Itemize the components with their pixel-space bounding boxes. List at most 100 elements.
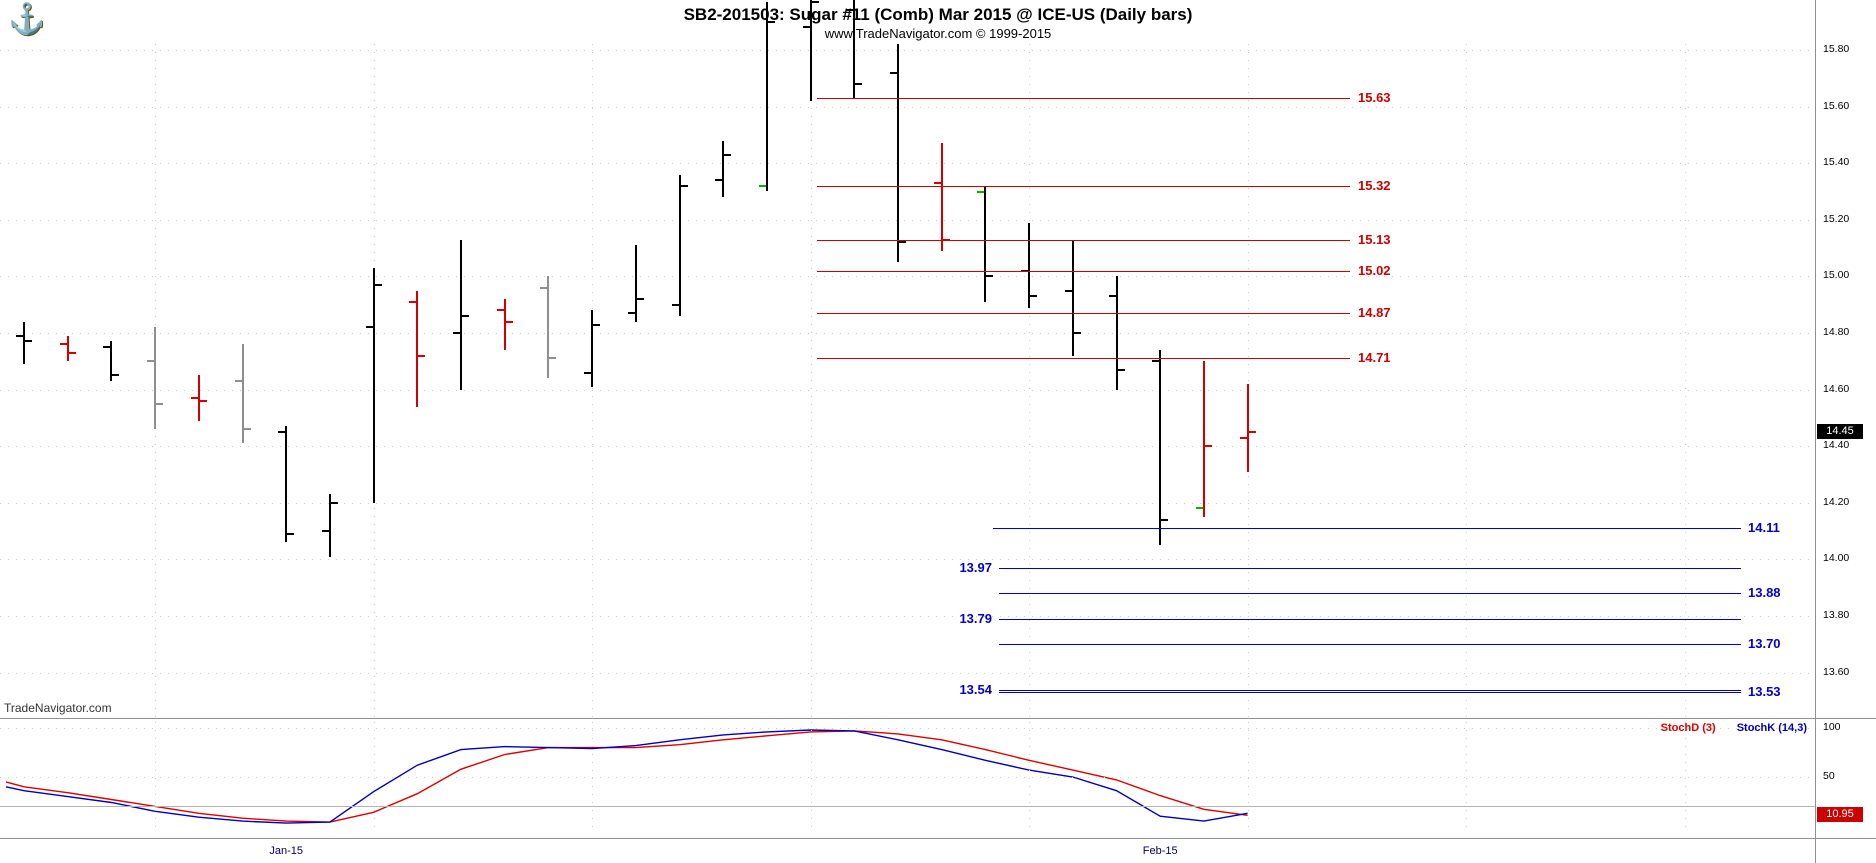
price-tick-label: 15.00 [1823, 269, 1850, 282]
ohlc-bar [110, 341, 113, 382]
support-line [999, 689, 1741, 691]
gridline-h [0, 446, 1815, 448]
resistance-label: 14.71 [1358, 350, 1391, 366]
bar-open-tick [59, 343, 67, 346]
bar-open-tick [190, 397, 198, 400]
gridline-h [0, 106, 1815, 108]
gridline-v [810, 44, 812, 718]
bar-open-tick [365, 326, 373, 329]
bar-open-tick [846, 9, 854, 12]
stochastic-chart [5, 729, 1248, 824]
stoch-oversold-line [0, 806, 1815, 808]
ohlc-bar [984, 185, 987, 302]
bar-close-tick [462, 315, 469, 318]
ohlc-bar [547, 276, 550, 379]
resistance-line [817, 239, 1350, 241]
ohlc-bar [460, 239, 462, 390]
gridline-v [1247, 722, 1249, 834]
resistance-label: 15.63 [1358, 90, 1391, 106]
bar-open-tick [584, 371, 592, 374]
bar-open-tick [540, 286, 548, 289]
resistance-label: 15.02 [1358, 262, 1391, 278]
support-line [999, 567, 1741, 569]
ohlc-bar [1071, 239, 1074, 356]
gridline-v [1684, 722, 1686, 834]
bar-open-tick [321, 530, 329, 533]
bar-open-tick [715, 179, 723, 182]
gridline-h [0, 616, 1815, 617]
gridline-h [0, 276, 1815, 278]
ohlc-bar [765, 1, 768, 192]
support-label: 13.79 [959, 610, 992, 626]
support-label: 13.53 [1748, 684, 1781, 700]
ohlc-bar [285, 426, 288, 543]
axis-separator [1815, 0, 1816, 863]
price-tick-label: 13.60 [1823, 665, 1850, 678]
ohlc-bar [66, 335, 69, 362]
chart-subtitle: www.TradeNavigator.com © 1999-2015 [824, 26, 1052, 41]
ohlc-bar [23, 321, 25, 365]
gridline-v [155, 722, 157, 834]
bar-open-tick [496, 309, 504, 312]
gridline-v [1029, 44, 1031, 718]
support-line [999, 618, 1741, 620]
ohlc-bar [853, 0, 856, 99]
bar-close-tick [724, 153, 732, 156]
support-line [993, 528, 1741, 530]
bar-close-tick [680, 184, 688, 187]
resistance-line [817, 98, 1350, 100]
ohlc-bar [940, 143, 943, 251]
bar-close-tick [549, 357, 557, 360]
ohlc-bar [1202, 361, 1205, 517]
bar-open-tick [890, 71, 897, 74]
bar-close-tick [68, 351, 76, 354]
ohlc-bar [1246, 383, 1249, 472]
stochastic-panel[interactable]: StochD (3) StochK (14,3) [0, 718, 1815, 838]
panel-separator [0, 718, 1876, 719]
bar-open-tick [234, 380, 242, 383]
price-tick-label: 14.60 [1823, 382, 1850, 395]
ohlc-bar [1159, 349, 1162, 546]
gridline-v [373, 722, 375, 834]
bar-open-tick [1064, 289, 1072, 292]
bar-close-tick [1161, 518, 1169, 521]
bar-close-tick [418, 354, 426, 357]
bar-open-tick [802, 26, 810, 29]
price-tick-label: 14.20 [1823, 495, 1850, 508]
bar-close-tick [1030, 295, 1038, 298]
gridline-h [0, 333, 1815, 334]
ohlc-bar [416, 290, 419, 407]
bar-close-tick [330, 501, 338, 504]
stochastic-legend: StochD (3) StochK (14,3) [1661, 722, 1807, 734]
bar-open-tick [409, 300, 417, 303]
support-label: 13.97 [959, 559, 992, 575]
gridline-h [0, 163, 1815, 165]
bar-close-tick [287, 532, 295, 535]
ohlc-bar [634, 245, 637, 322]
stoch-gridline [0, 777, 1815, 778]
ohlc-bar [1028, 222, 1031, 308]
resistance-line [817, 270, 1350, 272]
resistance-line [817, 185, 1350, 187]
bar-close-tick [25, 340, 32, 343]
bar-open-tick [453, 332, 460, 334]
stochk-legend-label: StochK (14,3) [1736, 722, 1807, 734]
bar-open-tick [1239, 436, 1247, 439]
ohlc-bar [591, 310, 594, 387]
chart-title: SB2-201503: Sugar #11 (Comb) Mar 2015 @ … [683, 5, 1193, 24]
price-tick-label: 14.40 [1823, 439, 1850, 452]
bar-open-tick [147, 360, 155, 363]
bar-open-tick [671, 303, 679, 306]
gridline-h [0, 50, 1815, 51]
ohlc-bar [372, 267, 375, 503]
price-plot[interactable]: 15.63 15.32 15.13 15.02 14.87 14.71 14.11 13.97… [0, 0, 1815, 718]
bar-open-tick [16, 334, 23, 337]
bar-open-tick [933, 182, 941, 184]
price-axis[interactable]: 14.45 100 50 10.95 15.80 15.60 15.40 15.20 1… [1816, 0, 1876, 863]
support-label: 13.54 [959, 681, 992, 697]
bar-open-tick [1152, 360, 1160, 363]
ohlc-bar [809, 0, 812, 101]
stoch-last-value-badge: 10.95 [1817, 807, 1863, 822]
bar-close-tick [899, 241, 906, 244]
